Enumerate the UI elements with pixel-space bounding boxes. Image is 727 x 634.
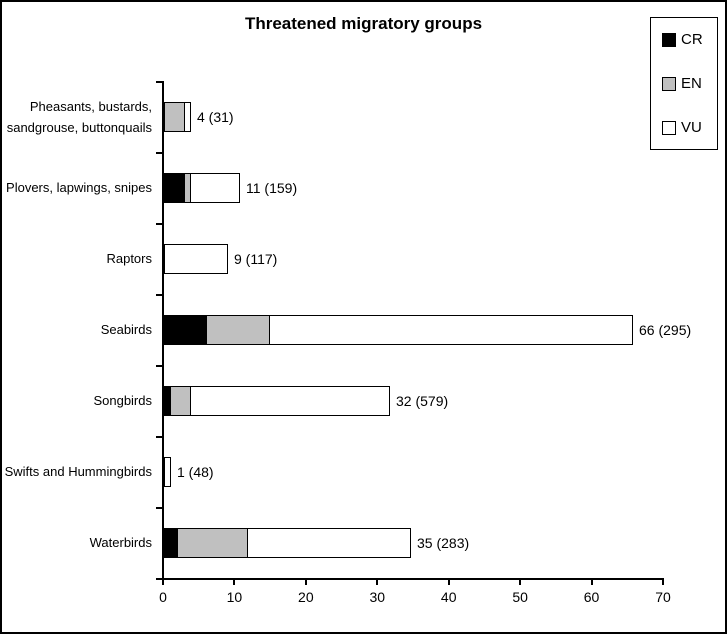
category-label: Seabirds	[100, 322, 152, 337]
legend: CR EN VU	[650, 17, 718, 150]
legend-item-cr: CR	[662, 31, 713, 48]
bar-row: 35 (283)	[164, 527, 470, 558]
y-axis-line	[162, 81, 164, 580]
y-tick	[156, 436, 164, 438]
bar-row: 1 (48)	[164, 456, 214, 487]
bar-segment-en	[177, 527, 248, 558]
bar-row: 9 (117)	[164, 243, 278, 274]
x-tick-label: 10	[226, 589, 243, 605]
x-tick-label: 30	[369, 589, 386, 605]
legend-item-en: EN	[662, 75, 713, 92]
x-axis-line	[162, 578, 664, 580]
legend-swatch-en-icon	[662, 76, 676, 91]
bar-segment-cr	[164, 172, 185, 203]
y-tick	[156, 507, 164, 509]
bar-segment-vu	[164, 243, 228, 274]
y-tick	[156, 152, 164, 154]
legend-swatch-vu-icon	[662, 120, 676, 135]
bar-value-label: 66 (295)	[639, 321, 692, 338]
bar-row: 32 (579)	[164, 385, 449, 416]
bar-row: 66 (295)	[164, 314, 692, 345]
x-tick-label: 40	[440, 589, 457, 605]
x-tick-label: 70	[655, 589, 671, 605]
bar-segment-vu	[184, 101, 191, 132]
y-tick	[156, 578, 164, 580]
bar-value-label: 9 (117)	[234, 250, 278, 267]
legend-label-en: EN	[681, 75, 702, 92]
bar-value-label: 11 (159)	[246, 179, 298, 196]
x-tick	[447, 578, 450, 585]
x-tick	[162, 578, 164, 585]
legend-swatch-cr-icon	[662, 32, 676, 47]
bar-value-label: 1 (48)	[177, 463, 214, 480]
bar-value-label: 4 (31)	[197, 108, 234, 125]
category-label: Songbirds	[93, 393, 152, 408]
x-tick	[233, 578, 236, 585]
bar-segment-en	[170, 385, 191, 416]
bar-segment-vu	[247, 527, 411, 558]
bar-value-label: 32 (579)	[396, 392, 449, 409]
x-tick	[376, 578, 379, 585]
bar-row: 11 (159)	[164, 172, 298, 203]
chart-title: Threatened migratory groups	[244, 14, 483, 33]
bar-segment-vu	[164, 456, 171, 487]
bar-segment-en	[164, 101, 185, 132]
legend-item-vu: VU	[662, 119, 713, 136]
y-tick	[156, 81, 164, 83]
legend-label-cr: CR	[681, 31, 703, 48]
bar-segment-cr	[164, 314, 207, 345]
bar-segment-vu	[190, 172, 240, 203]
y-tick	[156, 223, 164, 225]
bar-segment-cr	[164, 527, 178, 558]
x-tick-label: 0	[159, 589, 167, 605]
category-label: Swifts and Hummingbirds	[4, 464, 152, 479]
y-tick	[156, 294, 164, 296]
bar-row: 4 (31)	[164, 101, 234, 132]
bar-segment-vu	[190, 385, 390, 416]
bar-value-label: 35 (283)	[417, 534, 470, 551]
bar-segment-vu	[269, 314, 633, 345]
x-tick	[304, 578, 307, 585]
category-label: Plovers, lapwings, snipes	[6, 180, 152, 195]
x-tick	[662, 578, 664, 585]
category-label: Raptors	[106, 251, 152, 266]
x-tick-label: 60	[583, 589, 600, 605]
category-label: Waterbirds	[89, 535, 152, 550]
bar-segment-en	[206, 314, 270, 345]
category-label: Pheasants, bustards, sandgrouse, buttonq…	[6, 98, 152, 135]
x-tick-label: 20	[298, 589, 314, 605]
y-tick	[156, 365, 164, 367]
x-tick-label: 50	[512, 589, 528, 605]
x-tick	[590, 578, 593, 585]
legend-label-vu: VU	[681, 119, 702, 136]
x-tick	[519, 578, 522, 585]
